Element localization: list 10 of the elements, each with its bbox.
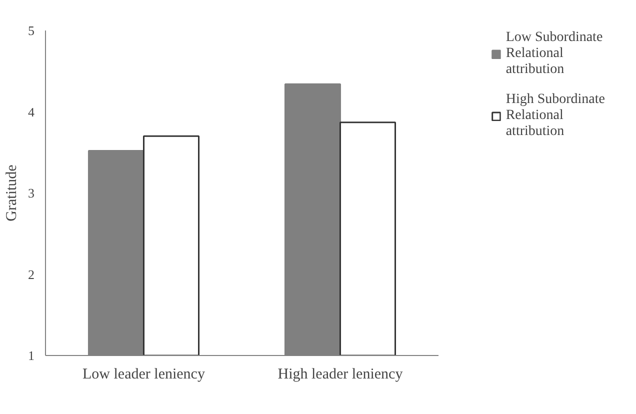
y-tick-label: 3 bbox=[28, 186, 34, 200]
legend-label: Low Subordinate Relational attribution bbox=[506, 30, 603, 78]
legend-label: High Subordinate Relational attribution bbox=[506, 92, 605, 140]
y-tick-label: 5 bbox=[28, 23, 34, 38]
y-tick-label: 2 bbox=[28, 266, 34, 282]
y-tick-label: 4 bbox=[28, 104, 35, 120]
x-tick-label: Low leader leniency bbox=[82, 366, 206, 382]
y-tick-label: 1 bbox=[28, 348, 34, 363]
x-tick-label: High leader leniency bbox=[278, 366, 404, 382]
y-axis-title: Gratitude bbox=[4, 164, 20, 222]
